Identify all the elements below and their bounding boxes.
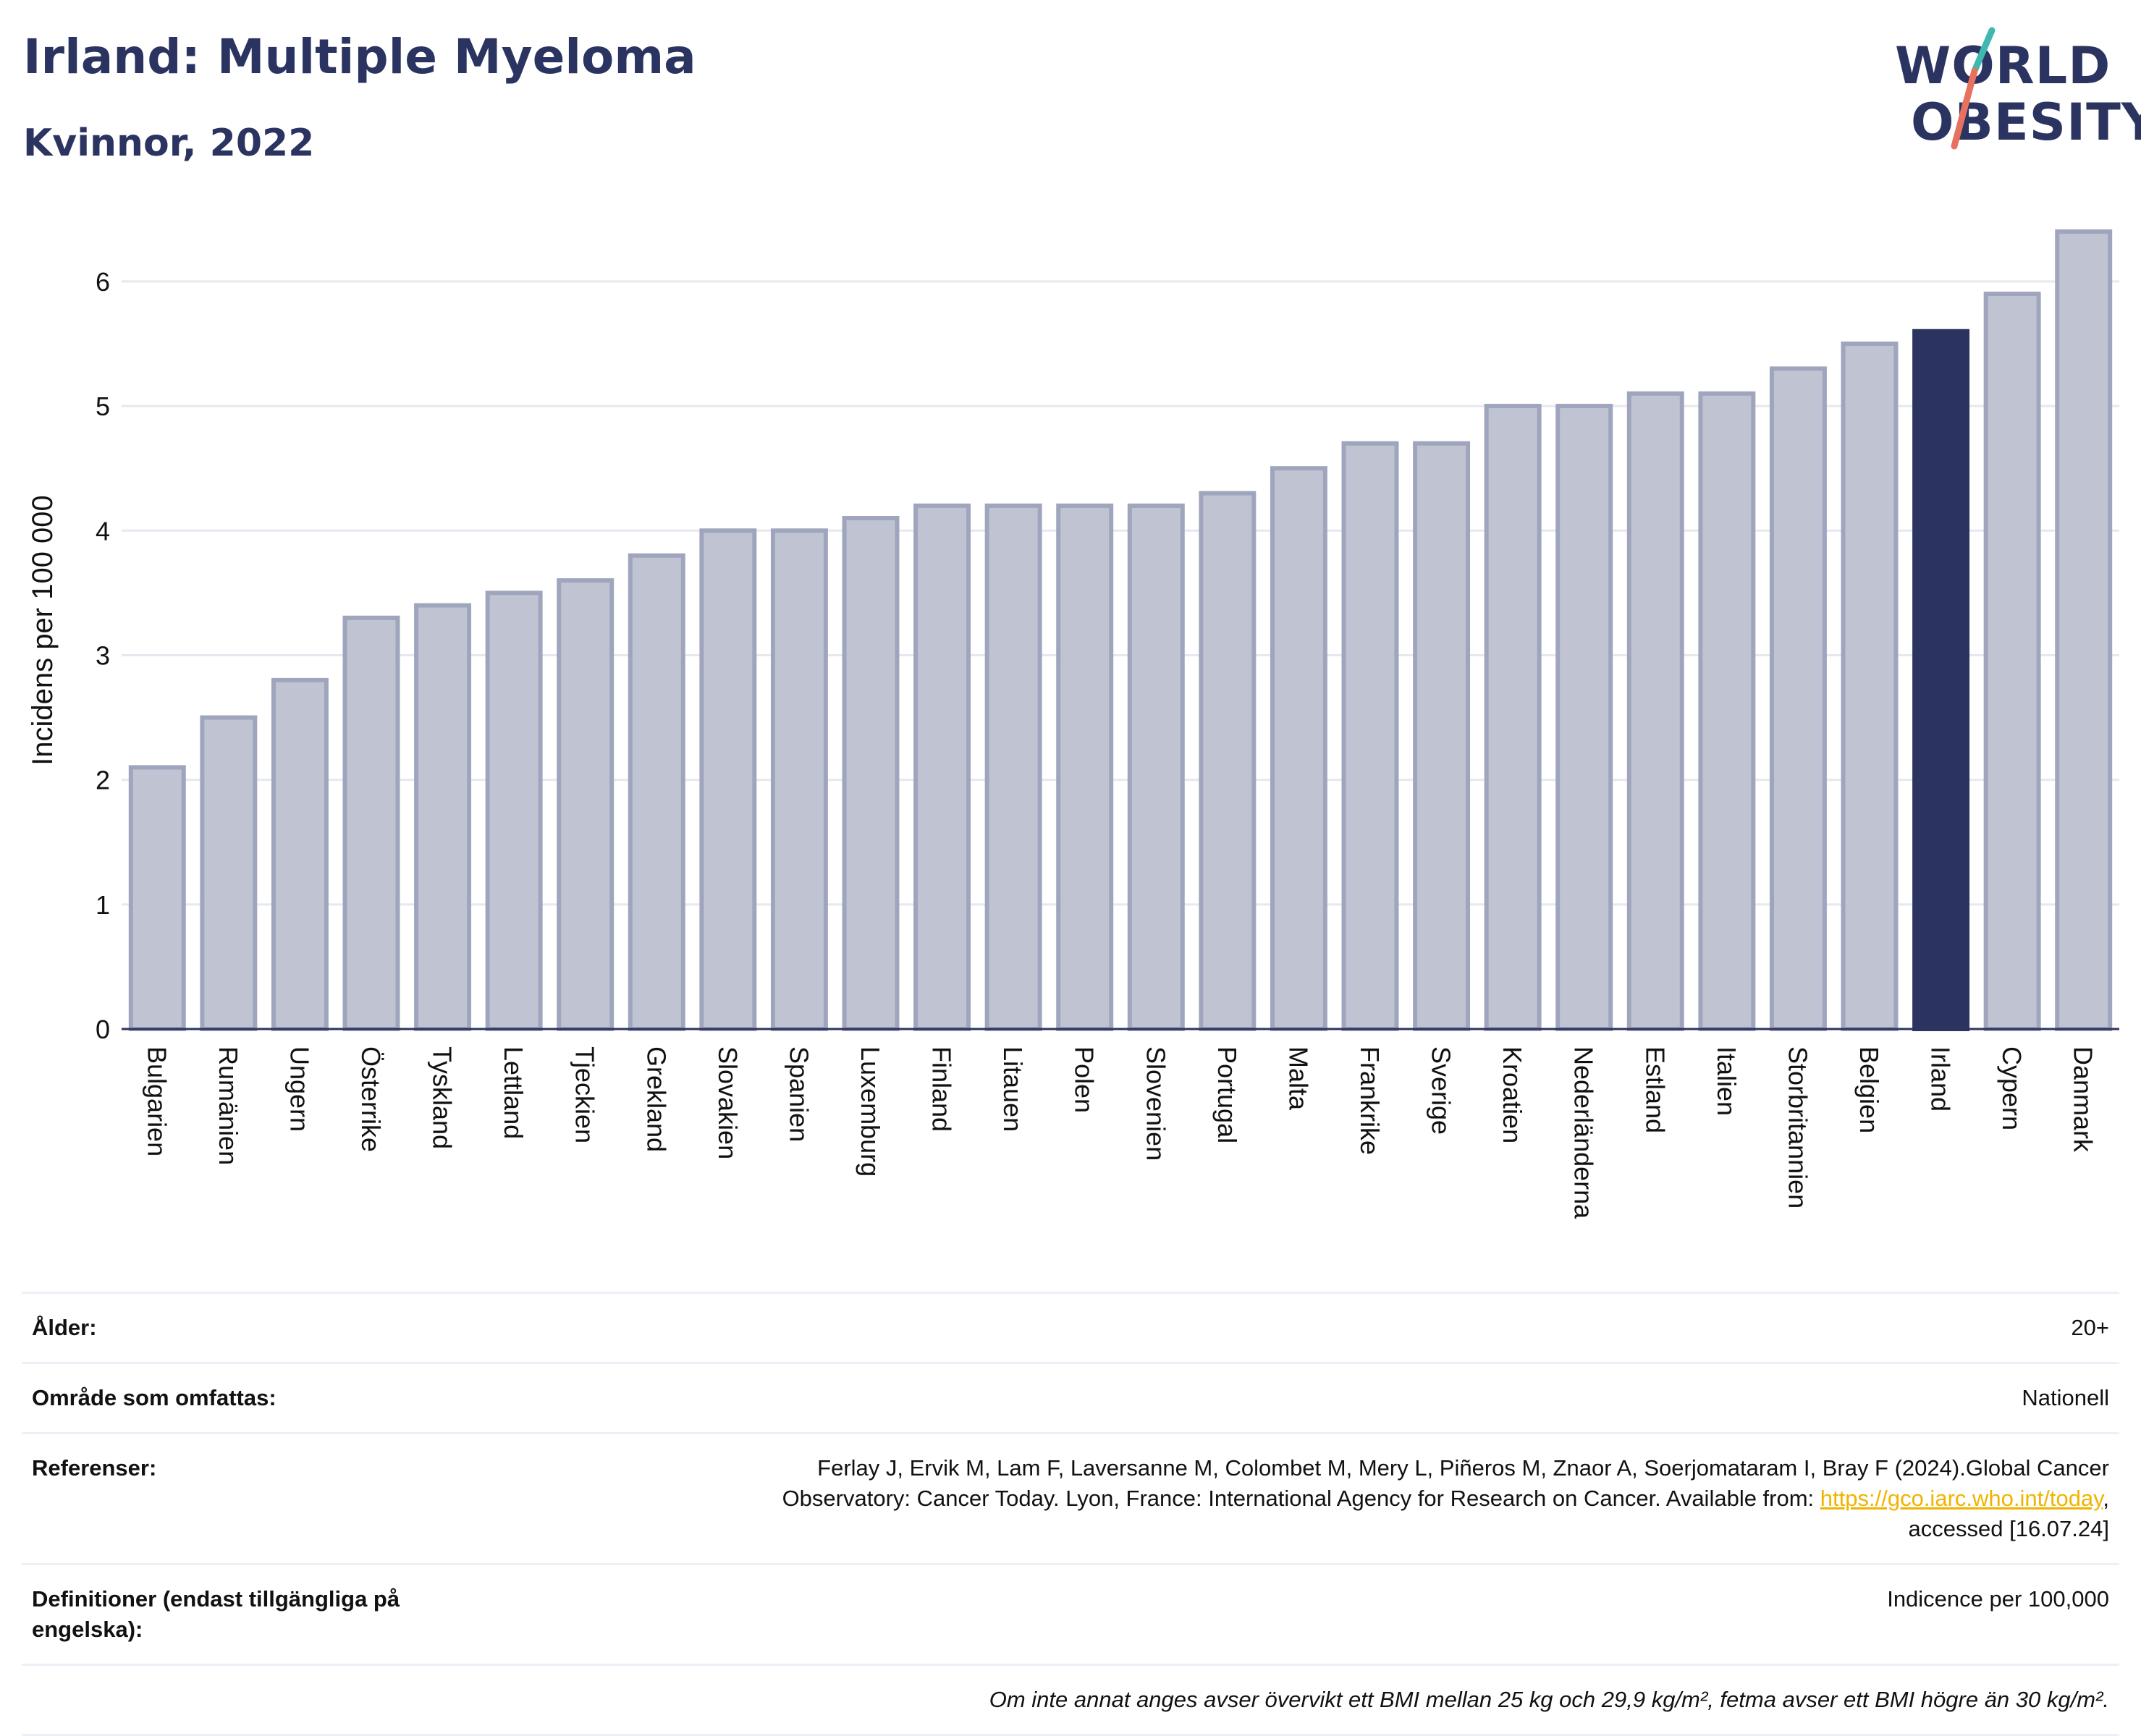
reference-comma: , <box>2103 1486 2109 1511</box>
bar-nederländerna <box>1555 404 1613 1031</box>
bar-ungern <box>271 677 329 1031</box>
y-tick-label: 5 <box>96 391 110 421</box>
definitions-label: Definitioner (endast tillgängliga på eng… <box>32 1586 400 1642</box>
logo-line-1: WORLD <box>1895 36 2111 96</box>
x-tick-label: Rumänien <box>214 1046 243 1165</box>
bar-polen <box>1056 503 1114 1031</box>
bar-malta <box>1270 466 1327 1031</box>
bars <box>128 229 2113 1031</box>
x-tick-label: Malta <box>1283 1046 1313 1111</box>
bar-rumänien <box>200 715 258 1031</box>
x-tick-label: Lettland <box>499 1046 528 1139</box>
bar-finland <box>913 503 971 1031</box>
x-tick-label: Irland <box>1926 1046 1956 1112</box>
bar-kroatien <box>1484 404 1542 1031</box>
bar-frankrike <box>1341 441 1399 1031</box>
row-area: Område som omfattas: Nationell <box>22 1362 2119 1432</box>
bmi-note: Om inte annat anges avser övervikt ett B… <box>989 1687 2109 1712</box>
bar-chart: 0 1 2 3 4 5 6 Bulgarien Rumänien Ungern Österrike… <box>27 229 2119 1219</box>
x-tick-label: Cypern <box>1997 1046 2027 1130</box>
chart-subtitle: Kvinnor, 2022 <box>23 122 315 165</box>
bar-slovakien <box>699 528 757 1031</box>
y-tick-label: 0 <box>96 1015 110 1044</box>
row-note: Om inte annat anges avser övervikt ett B… <box>22 1664 2119 1736</box>
bar-tjeckien <box>557 578 615 1031</box>
bar-luxemburg <box>842 516 900 1031</box>
x-tick-label: Portugal <box>1212 1046 1242 1143</box>
area-value: Nationell <box>2022 1385 2109 1410</box>
y-tick-label: 3 <box>96 640 110 670</box>
x-tick-label: Tjeckien <box>570 1046 600 1143</box>
bar-grekland <box>628 553 685 1031</box>
logo-slash-icon <box>1951 27 1996 150</box>
area-label: Område som omfattas: <box>32 1385 276 1410</box>
x-tick-label: Slovenien <box>1141 1046 1170 1161</box>
references-value: Ferlay J, Ervik M, Lam F, Laversanne M, … <box>495 1453 2109 1544</box>
y-tick-label: 1 <box>96 890 110 920</box>
y-tick-label: 6 <box>96 267 110 297</box>
y-tick-label: 4 <box>96 516 110 546</box>
x-tick-label: Polen <box>1070 1046 1099 1113</box>
age-value: 20+ <box>2071 1315 2109 1340</box>
x-tick-label: Finland <box>927 1046 957 1132</box>
bar-litauen <box>984 503 1042 1031</box>
bar-slovenien <box>1127 503 1185 1031</box>
x-tick-label: Spanien <box>784 1046 814 1142</box>
row-age: Ålder: 20+ <box>22 1292 2119 1362</box>
x-tick-label: Danmark <box>2069 1046 2098 1153</box>
x-tick-label: Luxemburg <box>856 1046 885 1177</box>
row-definitions: Definitioner (endast tillgängliga på eng… <box>22 1563 2119 1664</box>
world-obesity-logo: WORLD OBESITY <box>1882 22 2141 152</box>
references-label: Referenser: <box>32 1455 157 1481</box>
x-tick-label: Litauen <box>998 1046 1028 1132</box>
info-table: Ålder: 20+ Område som omfattas: Nationel… <box>22 1292 2119 1736</box>
definitions-value: Indicence per 100,000 <box>1887 1586 2109 1612</box>
x-tick-label: Österrike <box>356 1046 386 1152</box>
x-tick-label: Tyskland <box>428 1046 457 1149</box>
x-tick-label: Slovakien <box>713 1046 743 1159</box>
bar-estland <box>1626 391 1684 1031</box>
bar-tyskland <box>414 603 472 1031</box>
bar-sverige <box>1413 441 1471 1031</box>
x-tick-label: Kroatien <box>1498 1046 1527 1143</box>
reference-text-1: Ferlay J, Ervik M, Lam F, Laversanne M, … <box>817 1455 2109 1481</box>
x-tick-label: Nederländerna <box>1569 1046 1599 1219</box>
y-tick-label: 2 <box>96 766 110 795</box>
bar-belgien <box>1841 341 1899 1031</box>
y-tick-labels: 0 1 2 3 4 5 6 <box>96 267 110 1044</box>
bar-lettland <box>485 590 543 1031</box>
age-label: Ålder: <box>32 1315 97 1340</box>
x-tick-labels: Bulgarien Rumänien Ungern Österrike Tyskland… <box>142 1046 2098 1219</box>
x-tick-label: Estland <box>1640 1046 1670 1133</box>
reference-text-4: accessed [16.07.24] <box>1908 1516 2109 1541</box>
x-tick-label: Ungern <box>284 1046 314 1132</box>
x-tick-label: Frankrike <box>1355 1046 1385 1155</box>
row-references: Referenser: Ferlay J, Ervik M, Lam F, La… <box>22 1432 2119 1563</box>
x-tick-label: Storbritannien <box>1783 1046 1812 1208</box>
x-tick-label: Italien <box>1712 1046 1741 1116</box>
bar-bulgarien <box>128 765 186 1031</box>
bar-portugal <box>1199 491 1257 1031</box>
reference-text-2: Observatory: Cancer Today. Lyon, France:… <box>782 1486 1820 1511</box>
bar-spanien <box>770 528 828 1031</box>
bar-österrike <box>342 615 400 1031</box>
logo-line-2: OBESITY <box>1911 93 2141 152</box>
x-tick-label: Belgien <box>1854 1046 1884 1133</box>
bar-irland <box>1912 329 1970 1031</box>
bar-cypern <box>1983 292 2041 1031</box>
bar-storbritannien <box>1769 366 1827 1031</box>
x-tick-label: Bulgarien <box>142 1046 172 1156</box>
bar-danmark <box>2055 229 2113 1031</box>
x-tick-label: Sverige <box>1427 1046 1456 1135</box>
x-tick-label: Grekland <box>641 1046 671 1152</box>
bar-italien <box>1698 391 1756 1031</box>
y-axis-label: Incidens per 100 000 <box>27 495 59 766</box>
chart-title: Irland: Multiple Myeloma <box>23 29 696 85</box>
reference-link[interactable]: https://gco.iarc.who.int/today <box>1820 1486 2103 1511</box>
